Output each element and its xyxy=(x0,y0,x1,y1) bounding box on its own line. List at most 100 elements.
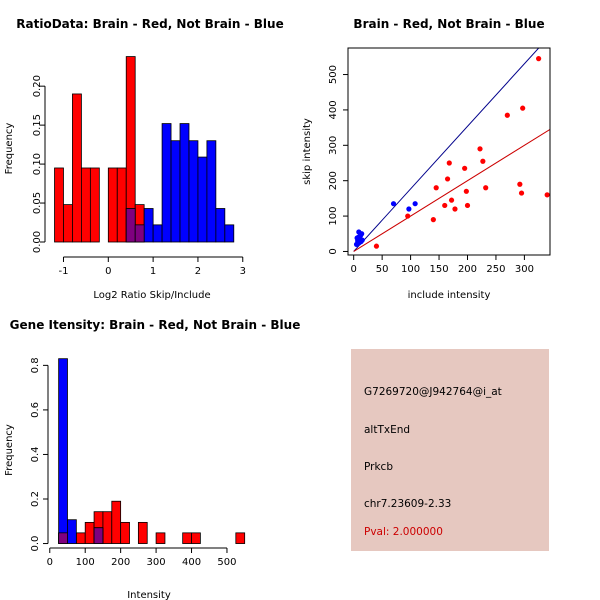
brain-point xyxy=(536,56,541,61)
brain-point xyxy=(452,206,457,211)
brain-bar xyxy=(81,168,90,242)
gene-name: Prkcb xyxy=(364,461,393,473)
figure: -1 0 1 2 3 0.00 0.05 0.10 0.15 0.20 RatioData: Bra… xyxy=(0,0,600,600)
x-axis-label: Log2 Ratio Skip/Include xyxy=(93,290,210,301)
y-tick-label: 0 xyxy=(328,248,339,254)
y-tick-label: 500 xyxy=(328,65,339,84)
brain-bar xyxy=(112,501,121,543)
overlap-bar xyxy=(59,533,68,544)
not-brain-point xyxy=(406,206,411,211)
x-tick-label: 0 xyxy=(105,266,111,277)
x-tick-label: 300 xyxy=(147,557,166,568)
brain-point xyxy=(480,159,485,164)
x-tick-label: 200 xyxy=(458,264,477,275)
not-brain-point xyxy=(391,201,396,206)
brain-bar xyxy=(63,205,72,242)
brain-point xyxy=(517,182,522,187)
intensity-scatter: 0 50 100 150 200 250 300 0 100 200 300 400 500 Brain … xyxy=(302,17,550,301)
x-tick-label: 1 xyxy=(150,266,156,277)
y-tick-label: 0.10 xyxy=(32,153,43,175)
x-tick-label: 200 xyxy=(111,557,130,568)
brain-point xyxy=(405,213,410,218)
brain-bar xyxy=(72,94,81,242)
x-tick-label: 100 xyxy=(76,557,95,568)
y-tick-label: 0.0 xyxy=(30,536,41,552)
x-tick-label: 100 xyxy=(401,264,420,275)
brain-point xyxy=(442,203,447,208)
not-brain-bar xyxy=(198,157,207,242)
x-tick-label: 0 xyxy=(47,557,53,568)
y-tick-label: 0.05 xyxy=(32,192,43,214)
x-tick-label: 2 xyxy=(195,266,201,277)
brain-point xyxy=(477,146,482,151)
x-tick-label: 3 xyxy=(240,266,246,277)
x-tick-label: 300 xyxy=(515,264,534,275)
y-tick-label: 0.8 xyxy=(30,357,41,373)
brain-point xyxy=(465,203,470,208)
y-axis-label: Frequency xyxy=(4,424,15,476)
brain-bar xyxy=(192,533,201,544)
not-brain-bar xyxy=(153,225,162,242)
not-brain-bar xyxy=(67,520,76,544)
brain-bar xyxy=(183,533,192,544)
probe-id: G7269720@J942764@i_at xyxy=(364,386,502,398)
not-brain-point xyxy=(359,231,364,236)
overlap-bar xyxy=(135,225,144,242)
brain-bar xyxy=(90,168,99,242)
x-tick-label: 50 xyxy=(376,264,389,275)
not-brain-bar xyxy=(180,124,189,242)
not-brain-bar xyxy=(225,225,234,242)
brain-point xyxy=(520,106,525,111)
x-tick-label: 400 xyxy=(182,557,201,568)
overlap-bar xyxy=(94,528,103,544)
x-tick-label: 0 xyxy=(351,264,357,275)
chart-title: RatioData: Brain - Red, Not Brain - Blue xyxy=(16,17,283,31)
chart-title: Brain - Red, Not Brain - Blue xyxy=(353,17,544,31)
brain-point xyxy=(447,160,452,165)
not-brain-bar xyxy=(162,124,171,242)
brain-point xyxy=(462,166,467,171)
brain-point xyxy=(449,198,454,203)
y-tick-label: 0.00 xyxy=(32,231,43,253)
y-tick-label: 300 xyxy=(328,136,339,155)
brain-bar xyxy=(55,168,64,242)
brain-bar xyxy=(103,512,112,544)
y-tick-label: 0.6 xyxy=(30,402,41,418)
not-brain-bar xyxy=(171,141,180,242)
brain-point xyxy=(374,244,379,249)
y-tick-label: 0.20 xyxy=(32,75,43,97)
x-axis-label: Intensity xyxy=(127,590,171,600)
genomic-location: chr7.23609-2.33 xyxy=(364,498,451,510)
not-brain-point xyxy=(355,235,360,240)
brain-bar xyxy=(85,522,94,543)
brain-bar xyxy=(236,533,245,544)
not-brain-bar xyxy=(207,141,216,242)
not-brain-fit-line xyxy=(354,36,550,252)
brain-bar xyxy=(76,533,85,544)
overlap-bar xyxy=(126,208,135,242)
brain-bar xyxy=(108,168,117,242)
brain-bar xyxy=(156,533,165,544)
x-tick-label: 250 xyxy=(486,264,505,275)
not-brain-bar xyxy=(59,359,68,544)
pval-label: Pval: 2.000000 xyxy=(364,526,443,538)
not-brain-bar xyxy=(189,141,198,242)
not-brain-bar xyxy=(216,208,225,242)
brain-bar xyxy=(117,168,126,242)
brain-point xyxy=(483,185,488,190)
brain-point xyxy=(445,176,450,181)
y-tick-label: 400 xyxy=(328,100,339,119)
y-tick-label: 200 xyxy=(328,171,339,190)
x-axis-label: include intensity xyxy=(408,290,491,301)
gene-intensity-histogram: 0 100 200 300 400 500 0.0 0.2 0.4 0.6 0.8 Gene Iten… xyxy=(4,318,300,600)
x-tick-label: -1 xyxy=(58,266,68,277)
y-tick-label: 0.2 xyxy=(30,491,41,507)
brain-bar xyxy=(121,522,130,543)
chart-title: Gene Itensity: Brain - Red, Not Brain - … xyxy=(10,318,301,332)
brain-bar xyxy=(138,522,147,543)
brain-point xyxy=(464,189,469,194)
brain-point xyxy=(434,185,439,190)
info-panel: G7269720@J942764@i_at altTxEnd Prkcb chr… xyxy=(351,349,549,551)
y-tick-label: 0.4 xyxy=(30,447,41,463)
x-tick-label: 500 xyxy=(217,557,236,568)
